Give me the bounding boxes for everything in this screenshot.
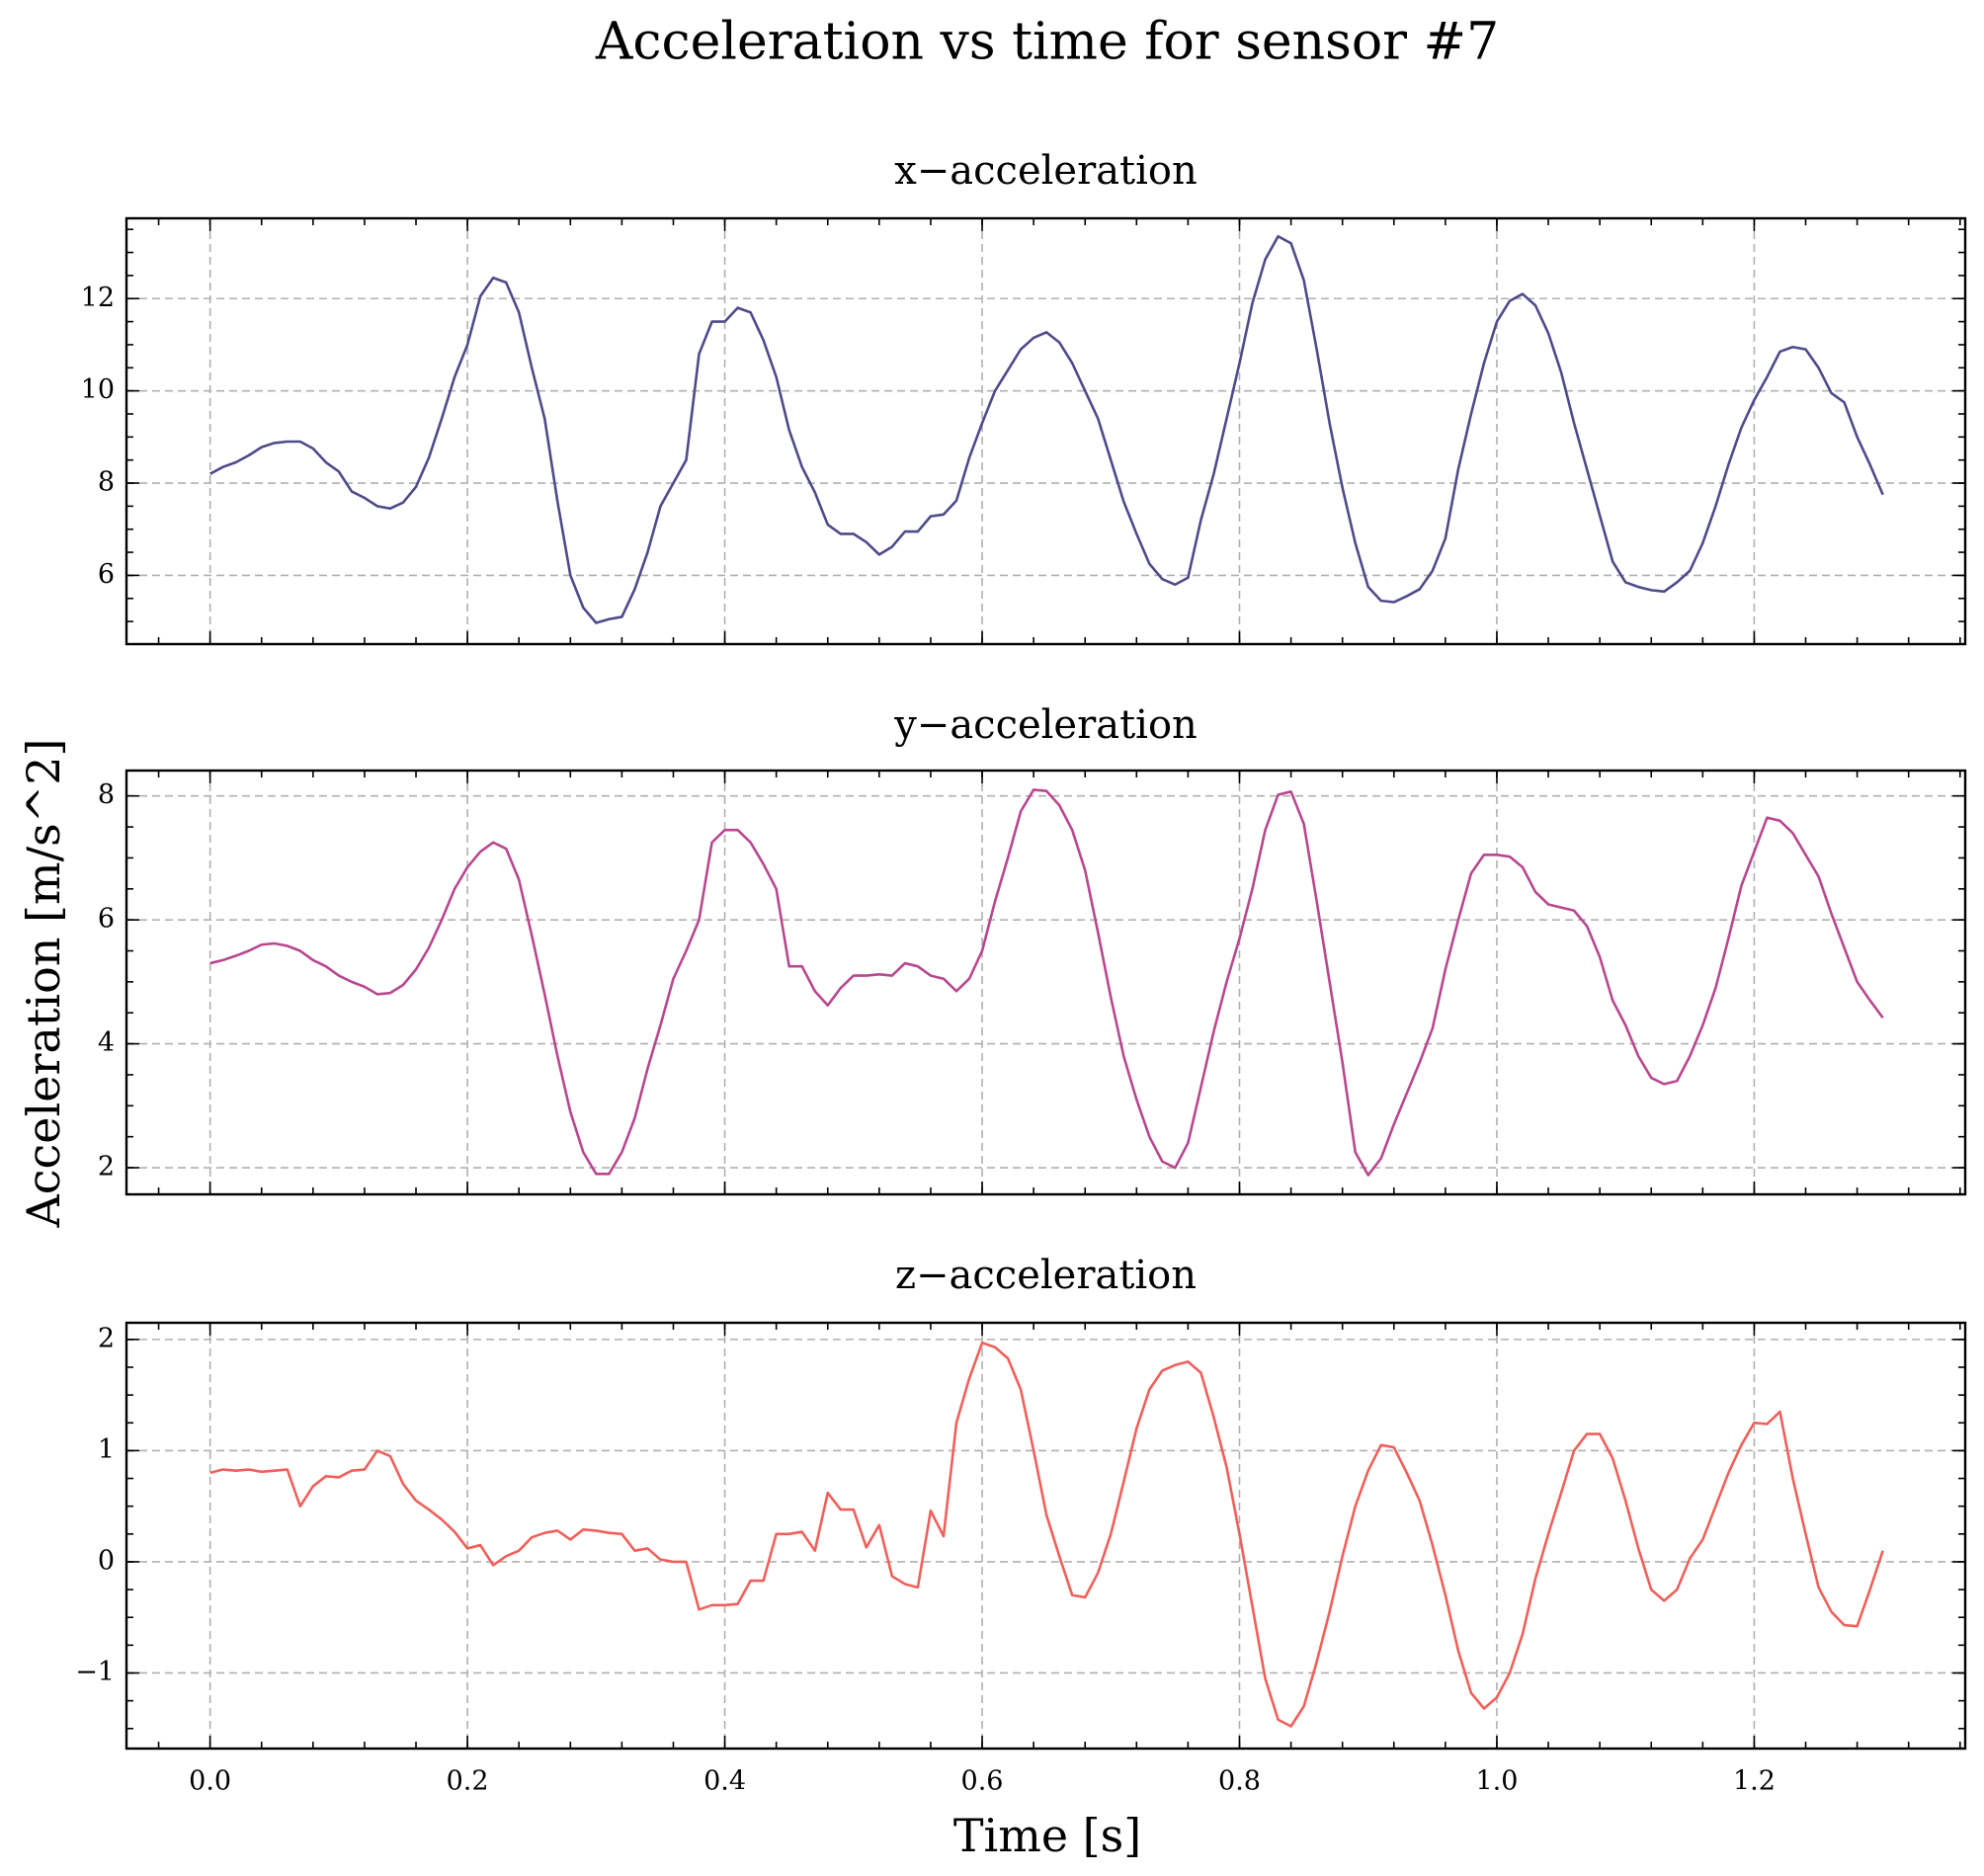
x-tick-label: 0.2 <box>447 1766 489 1797</box>
x-tick-label: 1.0 <box>1475 1766 1518 1797</box>
y-tick-label: 2 <box>98 1323 115 1353</box>
y-tick-label: 4 <box>98 1027 115 1058</box>
x-axis-label: Time [s] <box>953 1809 1141 1862</box>
data-line <box>209 788 1884 1177</box>
subplot-title: z−acceleration <box>895 1253 1197 1298</box>
x-tick-label: 0.6 <box>961 1766 1004 1797</box>
x-tick-label: 0.0 <box>189 1766 231 1797</box>
axes-frame <box>124 216 1967 646</box>
y-tick-label: 2 <box>98 1152 115 1183</box>
y-tick-label: 12 <box>81 283 115 313</box>
subplot-title: x−acceleration <box>894 148 1198 194</box>
y-tick-label: 6 <box>98 559 115 590</box>
subplot-title: y−acceleration <box>893 702 1198 748</box>
x-tick-label: 1.2 <box>1733 1766 1776 1797</box>
y-tick-label: 0 <box>98 1545 115 1576</box>
x-tick-label: 0.4 <box>703 1766 746 1797</box>
y-tick-label: 6 <box>98 904 115 935</box>
y-tick-label: 1 <box>98 1434 115 1465</box>
y-tick-label: 8 <box>98 779 115 810</box>
axes-frame <box>124 1321 1967 1751</box>
axes-frame <box>124 769 1967 1196</box>
data-line <box>209 1341 1884 1728</box>
y-axis-label: Acceleration [m/s^2] <box>17 739 70 1229</box>
y-tick-label: 10 <box>81 374 115 405</box>
x-tick-label: 0.8 <box>1218 1766 1261 1797</box>
data-line <box>209 234 1884 624</box>
y-tick-label: −1 <box>75 1657 115 1687</box>
y-tick-label: 8 <box>98 467 115 498</box>
figure-title: Acceleration vs time for sensor #7 <box>595 13 1499 72</box>
